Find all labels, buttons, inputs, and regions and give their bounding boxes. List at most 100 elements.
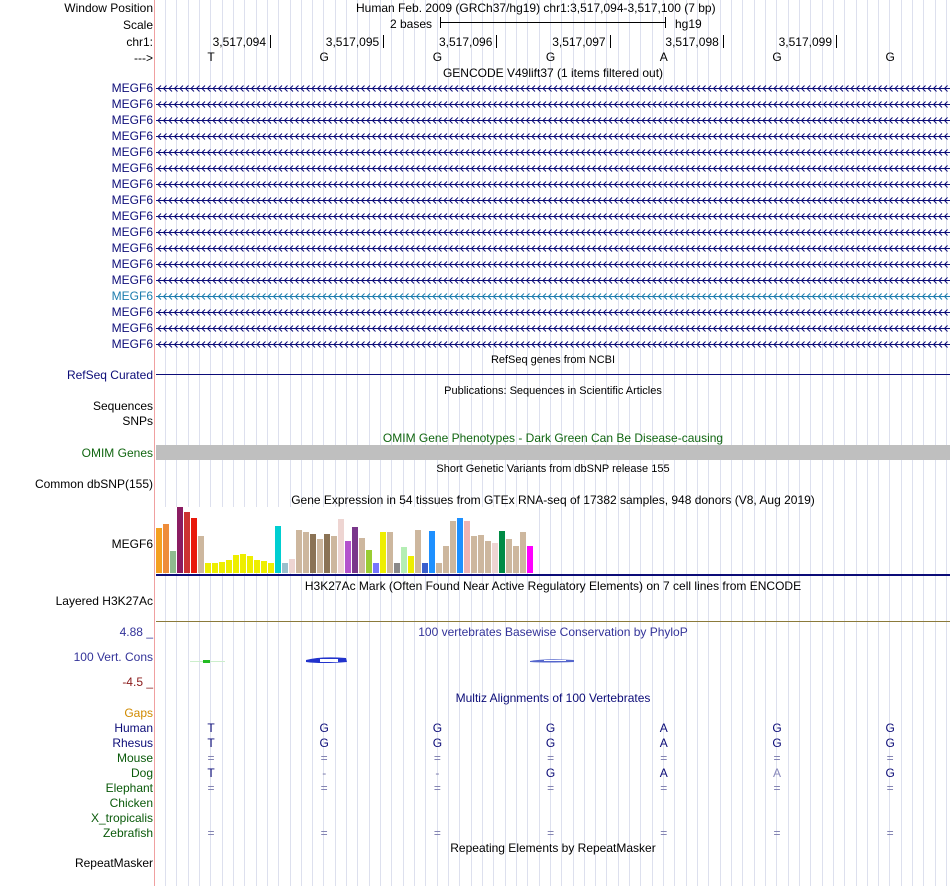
gtex-bar[interactable] <box>422 563 428 573</box>
gtex-bar[interactable] <box>492 543 498 573</box>
gencode-gene-label[interactable]: MEGF6 <box>111 193 153 207</box>
gtex-bar[interactable] <box>254 560 260 573</box>
gencode-gene-label[interactable]: MEGF6 <box>111 81 153 95</box>
gencode-gene-label[interactable]: MEGF6 <box>111 305 153 319</box>
gaps-label[interactable]: Gaps <box>124 706 153 720</box>
gtex-bar[interactable] <box>443 546 449 573</box>
gtex-bar[interactable] <box>289 559 295 573</box>
sequences-label[interactable]: Sequences <box>92 399 153 413</box>
gencode-gene-label[interactable]: MEGF6 <box>111 225 153 239</box>
gtex-bar[interactable] <box>457 518 463 573</box>
gtex-bar[interactable] <box>275 526 281 573</box>
gtex-bar[interactable] <box>310 534 316 573</box>
repeatmasker-label[interactable]: RepeatMasker <box>74 856 153 870</box>
gtex-bar[interactable] <box>219 562 225 573</box>
gencode-transcript[interactable] <box>156 290 950 302</box>
snps-label[interactable]: SNPs <box>122 414 153 428</box>
multiz-species-label[interactable]: Chicken <box>109 796 153 810</box>
gtex-bar[interactable] <box>499 531 505 573</box>
gtex-bar[interactable] <box>527 546 533 573</box>
gtex-bar[interactable] <box>359 538 365 573</box>
multiz-species-label[interactable]: Human <box>114 721 153 735</box>
gencode-gene-label[interactable]: MEGF6 <box>111 273 153 287</box>
gtex-bar[interactable] <box>373 563 379 573</box>
omim-label[interactable]: OMIM Genes <box>81 446 153 460</box>
gtex-bar[interactable] <box>261 561 267 573</box>
gtex-bar[interactable] <box>198 536 204 573</box>
gencode-gene-label[interactable]: MEGF6 <box>111 209 153 223</box>
gtex-bar[interactable] <box>366 550 372 573</box>
gencode-gene-label[interactable]: MEGF6 <box>111 257 153 271</box>
gencode-gene-label[interactable]: MEGF6 <box>111 177 153 191</box>
gtex-bar[interactable] <box>352 527 358 573</box>
gtex-bar[interactable] <box>471 536 477 573</box>
gencode-transcript[interactable] <box>156 242 950 254</box>
refseq-label[interactable]: RefSeq Curated <box>66 368 153 382</box>
omim-bar[interactable] <box>156 445 950 460</box>
gencode-gene-label[interactable]: MEGF6 <box>111 241 153 255</box>
gencode-transcript[interactable] <box>156 114 950 126</box>
gtex-barchart[interactable] <box>156 507 536 573</box>
gencode-gene-label[interactable]: MEGF6 <box>111 145 153 159</box>
gtex-bar[interactable] <box>394 563 400 573</box>
gtex-bar[interactable] <box>170 551 176 573</box>
gencode-transcript[interactable] <box>156 130 950 142</box>
gtex-bar[interactable] <box>520 532 526 573</box>
gtex-bar[interactable] <box>282 563 288 573</box>
gencode-transcript[interactable] <box>156 274 950 286</box>
gencode-transcript[interactable] <box>156 322 950 334</box>
gtex-bar[interactable] <box>331 536 337 573</box>
gtex-bar[interactable] <box>387 532 393 573</box>
gencode-transcript[interactable] <box>156 338 950 350</box>
gtex-bar[interactable] <box>345 541 351 573</box>
h3k27ac-label[interactable]: Layered H3K27Ac <box>55 594 153 608</box>
gtex-bar[interactable] <box>317 539 323 573</box>
gtex-bar[interactable] <box>205 563 211 573</box>
gtex-bar[interactable] <box>303 532 309 573</box>
gtex-bar[interactable] <box>429 531 435 573</box>
gtex-bar[interactable] <box>436 563 442 573</box>
gencode-gene-label[interactable]: MEGF6 <box>111 321 153 335</box>
gencode-transcript[interactable] <box>156 258 950 270</box>
gencode-transcript[interactable] <box>156 162 950 174</box>
multiz-species-label[interactable]: Dog <box>130 766 153 780</box>
gencode-gene-label[interactable]: MEGF6 <box>111 129 153 143</box>
phylop-signal[interactable] <box>156 652 950 668</box>
gtex-bar[interactable] <box>401 547 407 573</box>
gtex-bar[interactable] <box>163 524 169 573</box>
gtex-bar[interactable] <box>450 521 456 573</box>
gtex-bar[interactable] <box>380 532 386 573</box>
gtex-bar[interactable] <box>485 541 491 573</box>
gencode-transcript[interactable] <box>156 306 950 318</box>
gtex-bar[interactable] <box>156 528 162 573</box>
multiz-species-label[interactable]: Mouse <box>116 751 153 765</box>
gencode-transcript[interactable] <box>156 194 950 206</box>
gtex-bar[interactable] <box>240 554 246 573</box>
gencode-gene-label[interactable]: MEGF6 <box>111 337 153 351</box>
multiz-species-label[interactable]: Zebrafish <box>102 826 153 840</box>
gencode-gene-label[interactable]: MEGF6 <box>111 113 153 127</box>
gtex-bar[interactable] <box>464 521 470 573</box>
gtex-bar[interactable] <box>324 534 330 573</box>
gencode-transcript[interactable] <box>156 82 950 94</box>
gencode-gene-label[interactable]: MEGF6 <box>111 289 153 303</box>
gencode-transcript[interactable] <box>156 210 950 222</box>
gtex-bar[interactable] <box>513 546 519 573</box>
gtex-bar[interactable] <box>226 560 232 573</box>
gencode-transcript[interactable] <box>156 178 950 190</box>
dbsnp-label[interactable]: Common dbSNP(155) <box>34 477 153 491</box>
gtex-bar[interactable] <box>506 539 512 573</box>
gencode-transcript[interactable] <box>156 98 950 110</box>
gtex-bar[interactable] <box>268 563 274 573</box>
gencode-transcript[interactable] <box>156 146 950 158</box>
gtex-bar[interactable] <box>191 518 197 573</box>
gtex-bar[interactable] <box>177 507 183 573</box>
phylop-label[interactable]: 100 Vert. Cons <box>73 650 153 664</box>
gencode-gene-label[interactable]: MEGF6 <box>111 97 153 111</box>
multiz-species-label[interactable]: Elephant <box>105 781 153 795</box>
gtex-bar[interactable] <box>247 556 253 573</box>
gtex-bar[interactable] <box>478 535 484 573</box>
gencode-transcript[interactable] <box>156 226 950 238</box>
gtex-bar[interactable] <box>184 512 190 573</box>
gtex-bar[interactable] <box>233 555 239 573</box>
